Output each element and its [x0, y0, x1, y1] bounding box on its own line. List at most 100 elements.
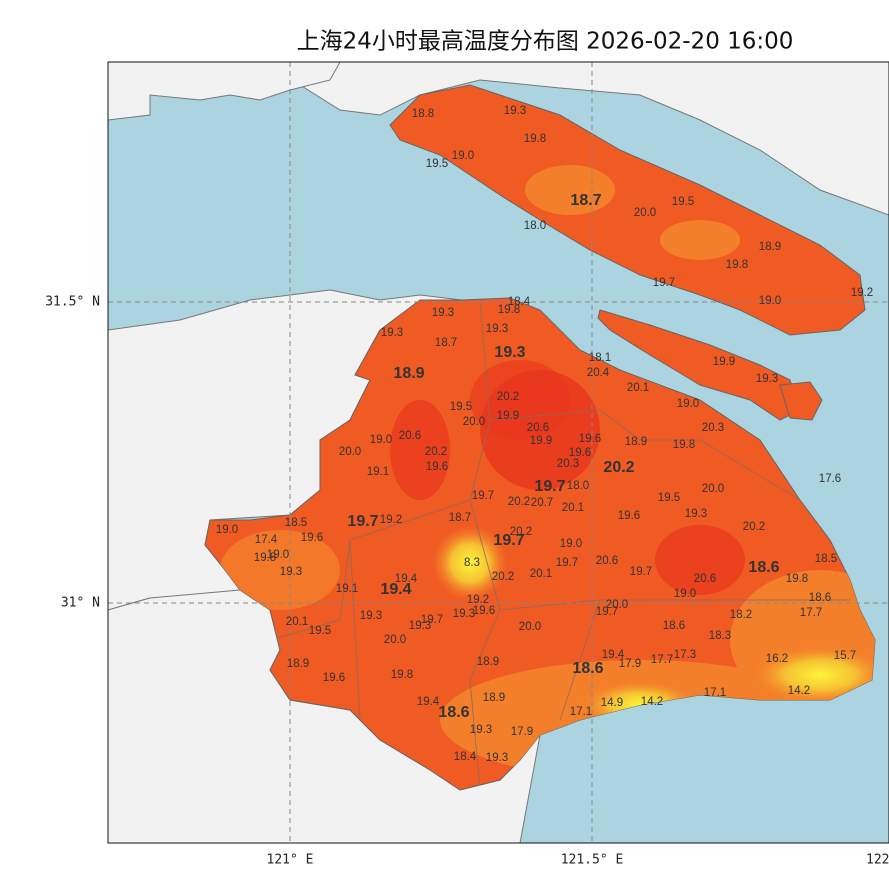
changxing-island [597, 309, 801, 421]
temperature-label: 17.3 [674, 649, 696, 661]
temperature-label: 20.6 [527, 422, 549, 434]
temperature-label: 19.1 [336, 583, 358, 595]
temperature-label: 20.7 [531, 497, 553, 509]
temperature-label: 19.7 [556, 557, 578, 569]
temperature-label: 18.0 [567, 480, 589, 492]
temperature-label: 20.1 [530, 568, 552, 580]
temperature-label: 20.0 [519, 621, 541, 633]
temperature-label: 17.4 [255, 534, 278, 546]
temperature-label: 19.3 [453, 608, 475, 620]
temperature-label: 20.0 [339, 446, 361, 458]
temperature-label: 19.5 [672, 196, 694, 208]
temperature-label: 19.2 [851, 287, 873, 299]
temperature-label: 20.6 [399, 430, 421, 442]
hengsha-island [779, 381, 823, 421]
temperature-label: 19.0 [370, 434, 392, 446]
temperature-label: 19.7 [596, 606, 618, 618]
temperature-label: 19.4 [602, 649, 625, 661]
temperature-label: 14.2 [641, 696, 663, 708]
temperature-labels: 18.8 19.3 19.8 19.5 19.0 18.7 20.0 19.5 18.0 18.9… [216, 105, 873, 764]
temperature-label: 19.3 [409, 620, 431, 632]
temperature-label: 19.6 [323, 672, 345, 684]
temperature-label: 14.9 [601, 697, 623, 709]
temperature-label: 18.1 [589, 352, 611, 364]
temperature-label: 18.0 [524, 220, 546, 232]
temperature-label: 19.3 [486, 323, 508, 335]
temperature-label: 15.7 [834, 650, 856, 662]
temperature-label: 20.2 [510, 526, 532, 538]
temperature-label: 19.0 [560, 538, 582, 550]
temperature-label: 19.0 [677, 398, 699, 410]
temperature-label: 18.9 [625, 436, 647, 448]
temperature-label: 17.6 [819, 473, 841, 485]
temperature-label: 20.2 [425, 446, 447, 458]
temperature-label: 19.3 [360, 610, 382, 622]
temperature-label: 19.6 [473, 605, 495, 617]
temperature-label: 18.6 [572, 660, 603, 677]
temperature-label: 19.4 [395, 573, 418, 585]
hot-zone [655, 525, 745, 595]
temperature-label: 20.2 [743, 521, 765, 533]
temperature-label: 20.1 [562, 502, 584, 514]
lon-label: 121° E [267, 853, 314, 868]
temperature-label: 20.6 [596, 555, 618, 567]
temperature-label: 14.2 [788, 685, 810, 697]
temperature-label: 8.3 [464, 557, 480, 569]
temperature-label: 18.5 [285, 517, 307, 529]
temperature-label: 18.9 [759, 241, 781, 253]
temperature-label: 19.0 [216, 524, 238, 536]
temperature-label: 16.2 [766, 653, 788, 665]
frame [107, 61, 889, 844]
temperature-label: 18.7 [449, 512, 471, 524]
temperature-label: 18.8 [412, 108, 434, 120]
temperature-label: 20.0 [702, 483, 724, 495]
temperature-label: 18.7 [570, 192, 601, 209]
title: 上海24小时最高温度分布图 2026-02-20 16:00 [297, 29, 794, 55]
lat-label: 31° N [61, 596, 100, 611]
temperature-label: 19.3 [685, 508, 707, 520]
temperature-label: 19.8 [524, 133, 546, 145]
temperature-label: 18.6 [809, 592, 831, 604]
land-north-west [108, 62, 341, 121]
temperature-label: 19.3 [486, 752, 508, 764]
temperature-label: 19.7 [472, 490, 494, 502]
temperature-label: 17.7 [800, 607, 822, 619]
temperature-label: 18.5 [815, 553, 837, 565]
temperature-label: 19.7 [653, 277, 675, 289]
temperature-label: 19.6 [618, 510, 640, 522]
temperature-label: 18.6 [748, 559, 779, 576]
temperature-label: 20.4 [587, 367, 610, 379]
temperature-label: 20.0 [463, 416, 485, 428]
temperature-label: 19.3 [432, 307, 454, 319]
temperature-label: 17.9 [619, 658, 641, 670]
temperature-label: 19.0 [674, 588, 696, 600]
temperature-label: 18.6 [438, 704, 469, 721]
district-borders [269, 299, 850, 790]
temperature-label: 19.9 [497, 410, 519, 422]
temperature-label: 19.5 [450, 401, 472, 413]
temperature-label: 19.9 [713, 356, 735, 368]
hot-zone [390, 400, 450, 500]
temperature-label: 20.0 [634, 207, 656, 219]
temperature-label: 19.9 [530, 435, 552, 447]
temperature-label: 19.4 [417, 696, 440, 708]
temperature-label: 19.3 [756, 373, 778, 385]
temperature-label: 19.2 [380, 514, 402, 526]
warm-zone [220, 530, 340, 610]
temperature-label: 19.4 [380, 581, 411, 598]
temperature-label: 20.0 [606, 599, 628, 611]
temperature-label: 19.8 [726, 259, 748, 271]
temperature-label: 19.3 [280, 566, 302, 578]
temperature-label: 20.1 [627, 382, 649, 394]
lon-label: 122° E [866, 853, 889, 868]
temperature-label: 20.2 [603, 459, 634, 476]
temperature-label: 17.9 [511, 726, 533, 738]
temperature-label: 19.7 [493, 532, 524, 549]
warm-zone [525, 165, 615, 215]
temperature-label: 19.6 [579, 433, 601, 445]
temperature-label: 18.9 [393, 365, 424, 382]
temperature-label: 19.0 [267, 549, 289, 561]
temperature-label: 19.8 [254, 552, 276, 564]
temperature-label: 19.5 [309, 625, 331, 637]
